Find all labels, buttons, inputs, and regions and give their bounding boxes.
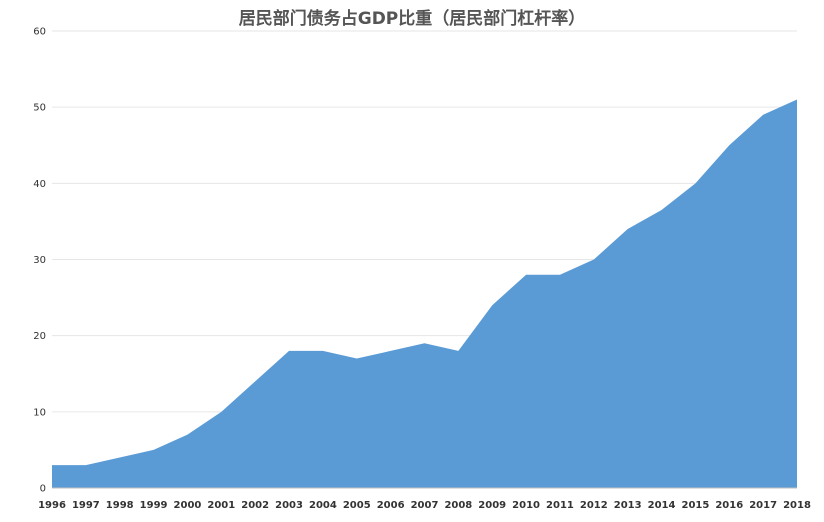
chart-title: 居民部门债务占GDP比重（居民部门杠杆率） <box>238 9 586 29</box>
x-tick-label: 2013 <box>614 500 642 511</box>
area-series <box>52 99 797 489</box>
x-tick-label: 2008 <box>444 500 472 511</box>
y-tick-label: 30 <box>33 255 46 266</box>
x-axis: 1996 1997 1998 1999 2000 2001 2002 2003 2004 2005… <box>38 487 811 511</box>
y-tick-label: 10 <box>33 407 46 418</box>
x-tick-label: 1998 <box>106 500 134 511</box>
x-tick-label: 2015 <box>681 500 709 511</box>
y-tick-label: 50 <box>33 103 46 114</box>
x-tick-label: 2017 <box>749 500 777 511</box>
x-tick-label: 2010 <box>512 500 540 511</box>
x-tick-label: 2003 <box>275 500 303 511</box>
x-tick-label: 2007 <box>411 500 439 511</box>
x-tick-label: 2011 <box>546 500 574 511</box>
x-tick-label: 2018 <box>783 500 811 511</box>
x-tick-label: 2005 <box>343 500 371 511</box>
x-tick-label: 1997 <box>72 500 100 511</box>
y-tick-label: 20 <box>33 331 46 342</box>
x-tick-label: 2016 <box>715 500 743 511</box>
y-tick-label: 40 <box>33 179 46 190</box>
x-tick-label: 2001 <box>207 500 235 511</box>
x-tick-label: 2000 <box>174 500 202 511</box>
x-tick-label: 1996 <box>38 500 66 511</box>
x-tick-label: 2002 <box>241 500 269 511</box>
y-axis: 0 10 20 30 40 50 60 <box>33 27 46 495</box>
x-tick-label: 2006 <box>377 500 405 511</box>
y-tick-label: 60 <box>33 27 46 38</box>
y-tick-label: 0 <box>40 484 46 495</box>
x-tick-label: 2012 <box>580 500 608 511</box>
x-tick-label: 2009 <box>478 500 506 511</box>
x-tick-label: 1999 <box>140 500 168 511</box>
area-layer <box>51 99 798 489</box>
x-tick-label: 2014 <box>648 500 676 511</box>
x-tick-label: 2004 <box>309 500 337 511</box>
